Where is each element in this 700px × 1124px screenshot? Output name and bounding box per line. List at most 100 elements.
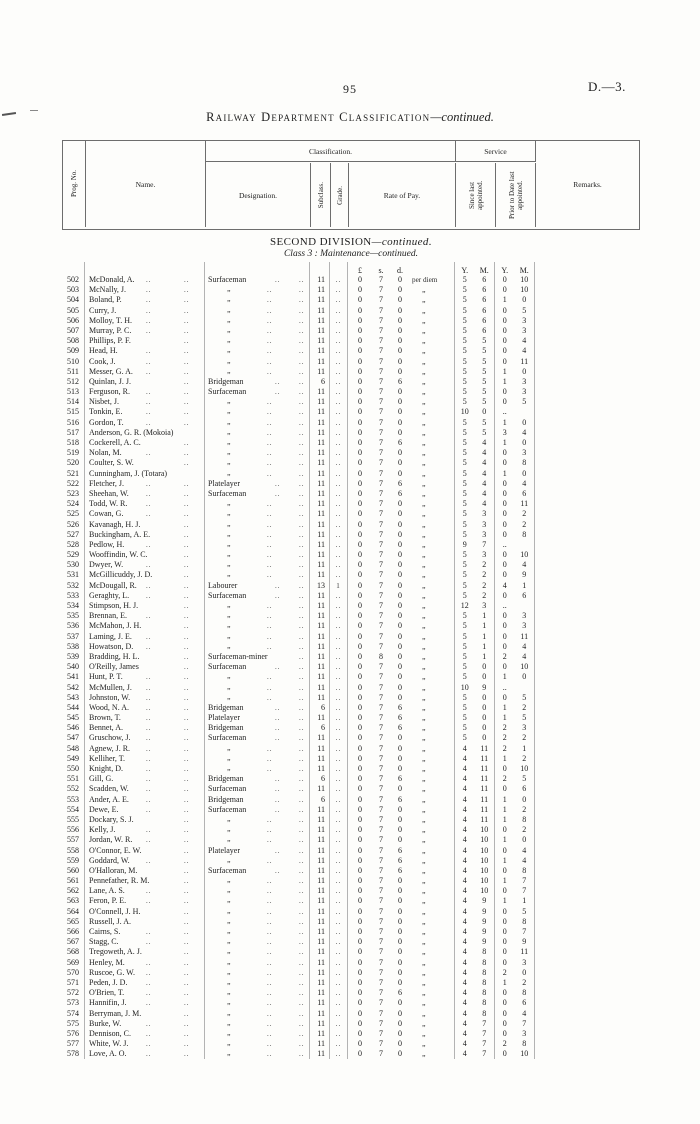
pay-pence: 0 xyxy=(398,570,402,580)
dot-leader: .. xyxy=(146,724,152,733)
row-name: Lane, A. S..... xyxy=(85,886,205,897)
ditto-mark: „ xyxy=(422,448,426,458)
ditto-mark: „ xyxy=(422,285,426,295)
prior-years: 1 xyxy=(502,855,507,865)
since-months: 3 xyxy=(482,529,487,539)
prior-months: 3 xyxy=(522,376,527,386)
prior-years: 2 xyxy=(502,651,507,661)
row-subclass: 6 xyxy=(310,723,330,734)
pay-pence: 0 xyxy=(398,814,402,824)
row-remarks xyxy=(535,336,640,346)
ditto-mark: „ xyxy=(227,681,231,691)
dot-leader: .. xyxy=(146,540,152,549)
row-prog-no: 527 xyxy=(62,529,85,540)
ditto-mark: „ xyxy=(227,936,231,946)
row-name: Cook, J..... xyxy=(85,356,205,367)
row-rate-of-pay: 0 7 0 „ xyxy=(348,886,455,897)
since-months: 11 xyxy=(480,784,489,794)
row-grade: .. xyxy=(330,876,348,887)
since-months: 3 xyxy=(482,519,487,529)
dot-leader: .. xyxy=(184,622,190,631)
dot-leader: .. xyxy=(184,388,190,397)
pay-unit: „ xyxy=(410,458,454,468)
pay-pounds: 0 xyxy=(358,855,362,865)
table-row: 521 Cunningham, J. (Totara) „.... 11.. 0 7 0 „ 5… xyxy=(62,468,640,479)
row-since-appointed: 4 11 xyxy=(455,804,495,815)
row-subclass: 11 xyxy=(310,947,330,958)
pay-pounds: 0 xyxy=(358,438,362,447)
ditto-mark: „ xyxy=(227,997,231,1007)
dot-leader: .. xyxy=(299,734,305,743)
row-name: Cairns, S..... xyxy=(85,927,205,938)
pay-pounds: 0 xyxy=(358,376,362,386)
pay-pence: 0 xyxy=(398,886,402,896)
row-prog-no: 530 xyxy=(62,560,85,571)
prior-years: 0 xyxy=(502,550,507,560)
row-designation: „.... xyxy=(205,926,310,938)
row-remarks xyxy=(535,438,640,448)
pay-shillings: 7 xyxy=(379,631,383,641)
row-rate-of-pay: 0 7 0 „ xyxy=(348,784,455,795)
row-prog-no: 549 xyxy=(62,753,85,765)
dot-leader: .. xyxy=(267,1029,273,1038)
since-years: 5 xyxy=(462,387,467,397)
dot-leader: .. xyxy=(146,316,152,325)
row-designation: „.... xyxy=(205,345,310,357)
designation-text: Surfaceman xyxy=(208,590,247,600)
pay-pounds: 0 xyxy=(358,590,362,600)
ditto-mark: „ xyxy=(227,508,231,518)
row-rate-of-pay: 0 7 6 „ xyxy=(348,865,455,877)
prior-years: 0 xyxy=(502,285,507,295)
row-rate-of-pay: 0 7 0 „ xyxy=(348,346,455,357)
row-designation: „.... xyxy=(205,814,310,826)
row-grade: .. xyxy=(330,753,348,765)
dot-leader: .. xyxy=(146,734,152,743)
dot-leader: .. xyxy=(275,846,281,855)
table-row: 515 Tonkin, E..... „.... 11.. 0 7 0 „ 10 0.. xyxy=(62,406,640,418)
row-prior-appointed: .. xyxy=(495,601,535,612)
row-prog-no: 509 xyxy=(62,346,85,357)
row-prior-appointed: 0 10 xyxy=(495,662,535,673)
pay-shillings: 7 xyxy=(379,621,383,631)
row-grade: .. xyxy=(330,427,348,439)
row-grade: .. xyxy=(330,550,348,561)
since-months: 6 xyxy=(482,305,487,315)
row-rate-of-pay: 0 7 0 „ xyxy=(348,560,455,571)
row-rate-of-pay: 0 7 0 „ xyxy=(348,835,455,846)
dot-leader: .. xyxy=(267,367,273,376)
row-name: McMullen, J..... xyxy=(85,682,205,693)
row-subclass: 11 xyxy=(310,407,330,418)
prior-years: 2 xyxy=(502,967,507,977)
name-text: Love, A. O. xyxy=(89,1049,127,1059)
since-months: 10 xyxy=(480,845,489,855)
dot-leader: .. xyxy=(299,316,305,325)
row-since-appointed: 4 10 xyxy=(455,845,495,856)
pay-pence: 0 xyxy=(398,590,402,600)
row-subclass: 11 xyxy=(310,651,330,663)
table-row: 550 Knight, D..... „.... 11.. 0 7 0 „ 4 11 0 10 xyxy=(62,763,640,775)
name-text: Brennan, E. xyxy=(89,611,127,621)
row-designation: „.... xyxy=(205,315,310,326)
table-row: 511 Messer, G. A..... „.... 11.. 0 7 0 „ 5 5 1 0 xyxy=(62,365,640,377)
row-designation: „.... xyxy=(205,1018,310,1029)
prior-years: 0 xyxy=(502,315,507,325)
since-years: 9 xyxy=(462,539,467,549)
prior-months: 8 xyxy=(522,814,527,824)
row-since-appointed: 10 0 xyxy=(455,407,495,418)
ditto-mark: „ xyxy=(227,610,231,620)
pay-pounds: 0 xyxy=(358,488,362,498)
pay-unit: „ xyxy=(410,713,454,723)
row-prog-no: 542 xyxy=(62,682,85,693)
pay-unit: „ xyxy=(410,326,454,336)
row-remarks xyxy=(535,275,640,285)
ditto-mark: „ xyxy=(227,365,231,375)
pay-unit: „ xyxy=(410,530,454,540)
pay-shillings: 7 xyxy=(379,539,383,549)
